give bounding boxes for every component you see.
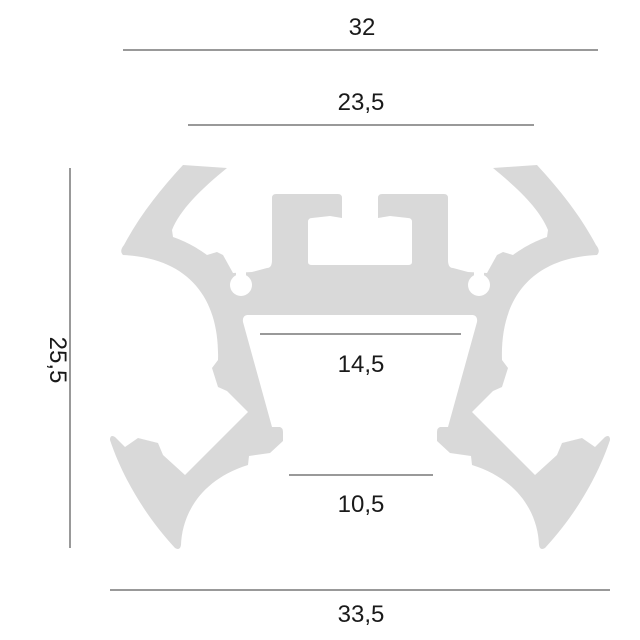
dim-label: 10,5: [338, 491, 385, 518]
dim-label: 32: [349, 14, 376, 41]
dim-label: 14,5: [338, 351, 385, 378]
profile-left-half: [110, 165, 361, 549]
screw-slot-left: [236, 268, 246, 278]
screw-channel-left: [230, 274, 252, 296]
profile-holes: [230, 268, 490, 296]
dimension-bottom-overall: 33,5: [110, 589, 610, 628]
profile-right-half: [359, 165, 610, 549]
dimension-inner-bottom: 10,5: [289, 474, 433, 518]
dim-label: 33,5: [338, 601, 385, 628]
dimension-top-overall: 32: [123, 14, 598, 51]
screw-slot-right: [474, 268, 484, 278]
dimension-height: 25,5: [44, 168, 71, 548]
screw-channel-right: [468, 274, 490, 296]
dim-label: 23,5: [338, 89, 385, 116]
dimension-inner-top: 14,5: [260, 333, 461, 378]
dim-label: 25,5: [44, 337, 71, 384]
profile-cross-section: [110, 165, 610, 549]
dimension-top-inner: 23,5: [188, 89, 534, 126]
